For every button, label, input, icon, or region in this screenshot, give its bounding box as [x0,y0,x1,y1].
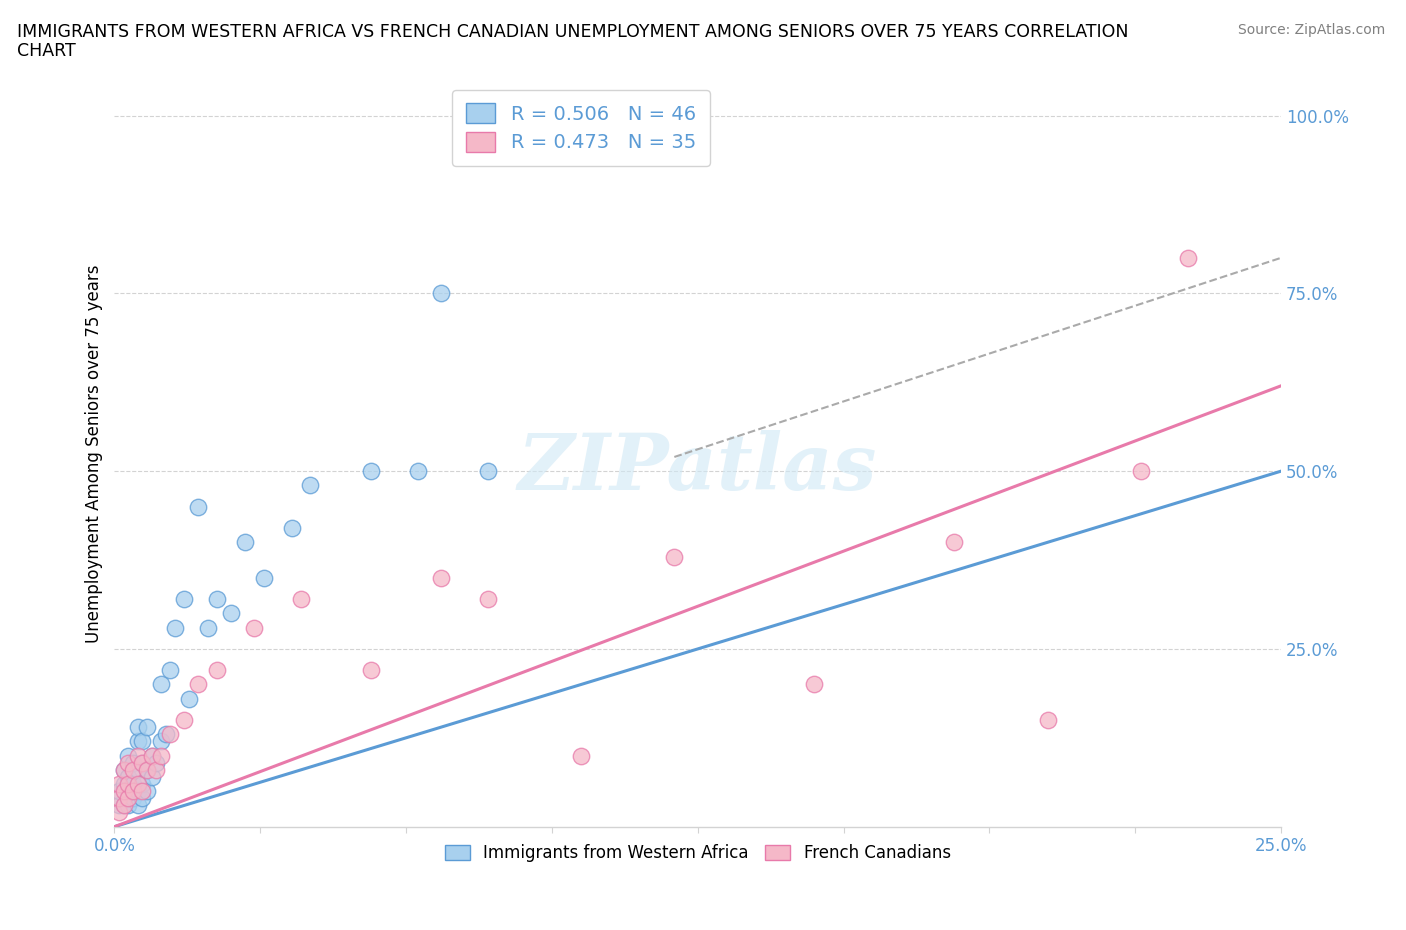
Point [108,777,131,791]
Legend: Immigrants from Western Africa, French Canadians: Immigrants from Western Africa, French C… [436,836,959,870]
Point [108,805,131,820]
Point [141,769,163,784]
Point [112,784,135,799]
Point [165,620,187,635]
Point [280,521,302,536]
Point [127,748,149,763]
Point [112,798,135,813]
Point [108,798,131,813]
Point [108,790,131,805]
Point [131,734,153,749]
Point [150,734,173,749]
Point [122,784,145,799]
Text: IMMIGRANTS FROM WESTERN AFRICA VS FRENCH CANADIAN UNEMPLOYMENT AMONG SENIORS OVE: IMMIGRANTS FROM WESTERN AFRICA VS FRENCH… [17,23,1129,41]
Point [803,677,825,692]
Point [299,478,322,493]
Point [112,798,135,813]
Point [117,769,139,784]
Point [127,777,149,791]
Point [1036,712,1059,727]
Point [112,763,135,777]
Point [1177,250,1199,265]
Point [360,663,382,678]
Point [127,720,149,735]
Point [117,798,139,813]
Point [430,286,453,301]
Point [159,663,181,678]
Point [569,748,592,763]
Point [173,712,195,727]
Point [112,763,135,777]
Point [155,727,177,742]
Point [430,570,453,585]
Point [117,755,139,770]
Point [141,748,163,763]
Point [127,734,149,749]
Point [122,777,145,791]
Point [145,763,167,777]
Text: ZIPatlas: ZIPatlas [517,430,877,507]
Point [131,790,153,805]
Point [136,720,159,735]
Point [360,464,382,479]
Point [141,748,163,763]
Point [136,763,159,777]
Point [117,784,139,799]
Point [177,691,200,706]
Point [150,748,173,763]
Point [477,591,499,606]
Point [943,535,966,550]
Point [127,763,149,777]
Point [122,763,145,777]
Text: CHART: CHART [17,42,76,60]
Point [173,591,195,606]
Point [1130,464,1153,479]
Point [205,591,228,606]
Point [159,727,181,742]
Point [112,777,135,791]
Point [243,620,266,635]
Y-axis label: Unemployment Among Seniors over 75 years: Unemployment Among Seniors over 75 years [86,264,103,643]
Point [122,755,145,770]
Point [197,620,219,635]
Point [136,763,159,777]
Point [117,748,139,763]
Point [664,549,686,564]
Point [150,677,173,692]
Point [145,755,167,770]
Point [136,784,159,799]
Point [117,777,139,791]
Point [290,591,312,606]
Text: Source: ZipAtlas.com: Source: ZipAtlas.com [1237,23,1385,37]
Point [131,755,153,770]
Point [477,464,499,479]
Point [117,790,139,805]
Point [131,755,153,770]
Point [108,784,131,799]
Point [187,677,209,692]
Point [122,790,145,805]
Point [127,798,149,813]
Point [406,464,429,479]
Point [131,777,153,791]
Point [253,570,276,585]
Point [205,663,228,678]
Point [219,606,242,621]
Point [233,535,256,550]
Point [187,499,209,514]
Point [131,784,153,799]
Point [127,784,149,799]
